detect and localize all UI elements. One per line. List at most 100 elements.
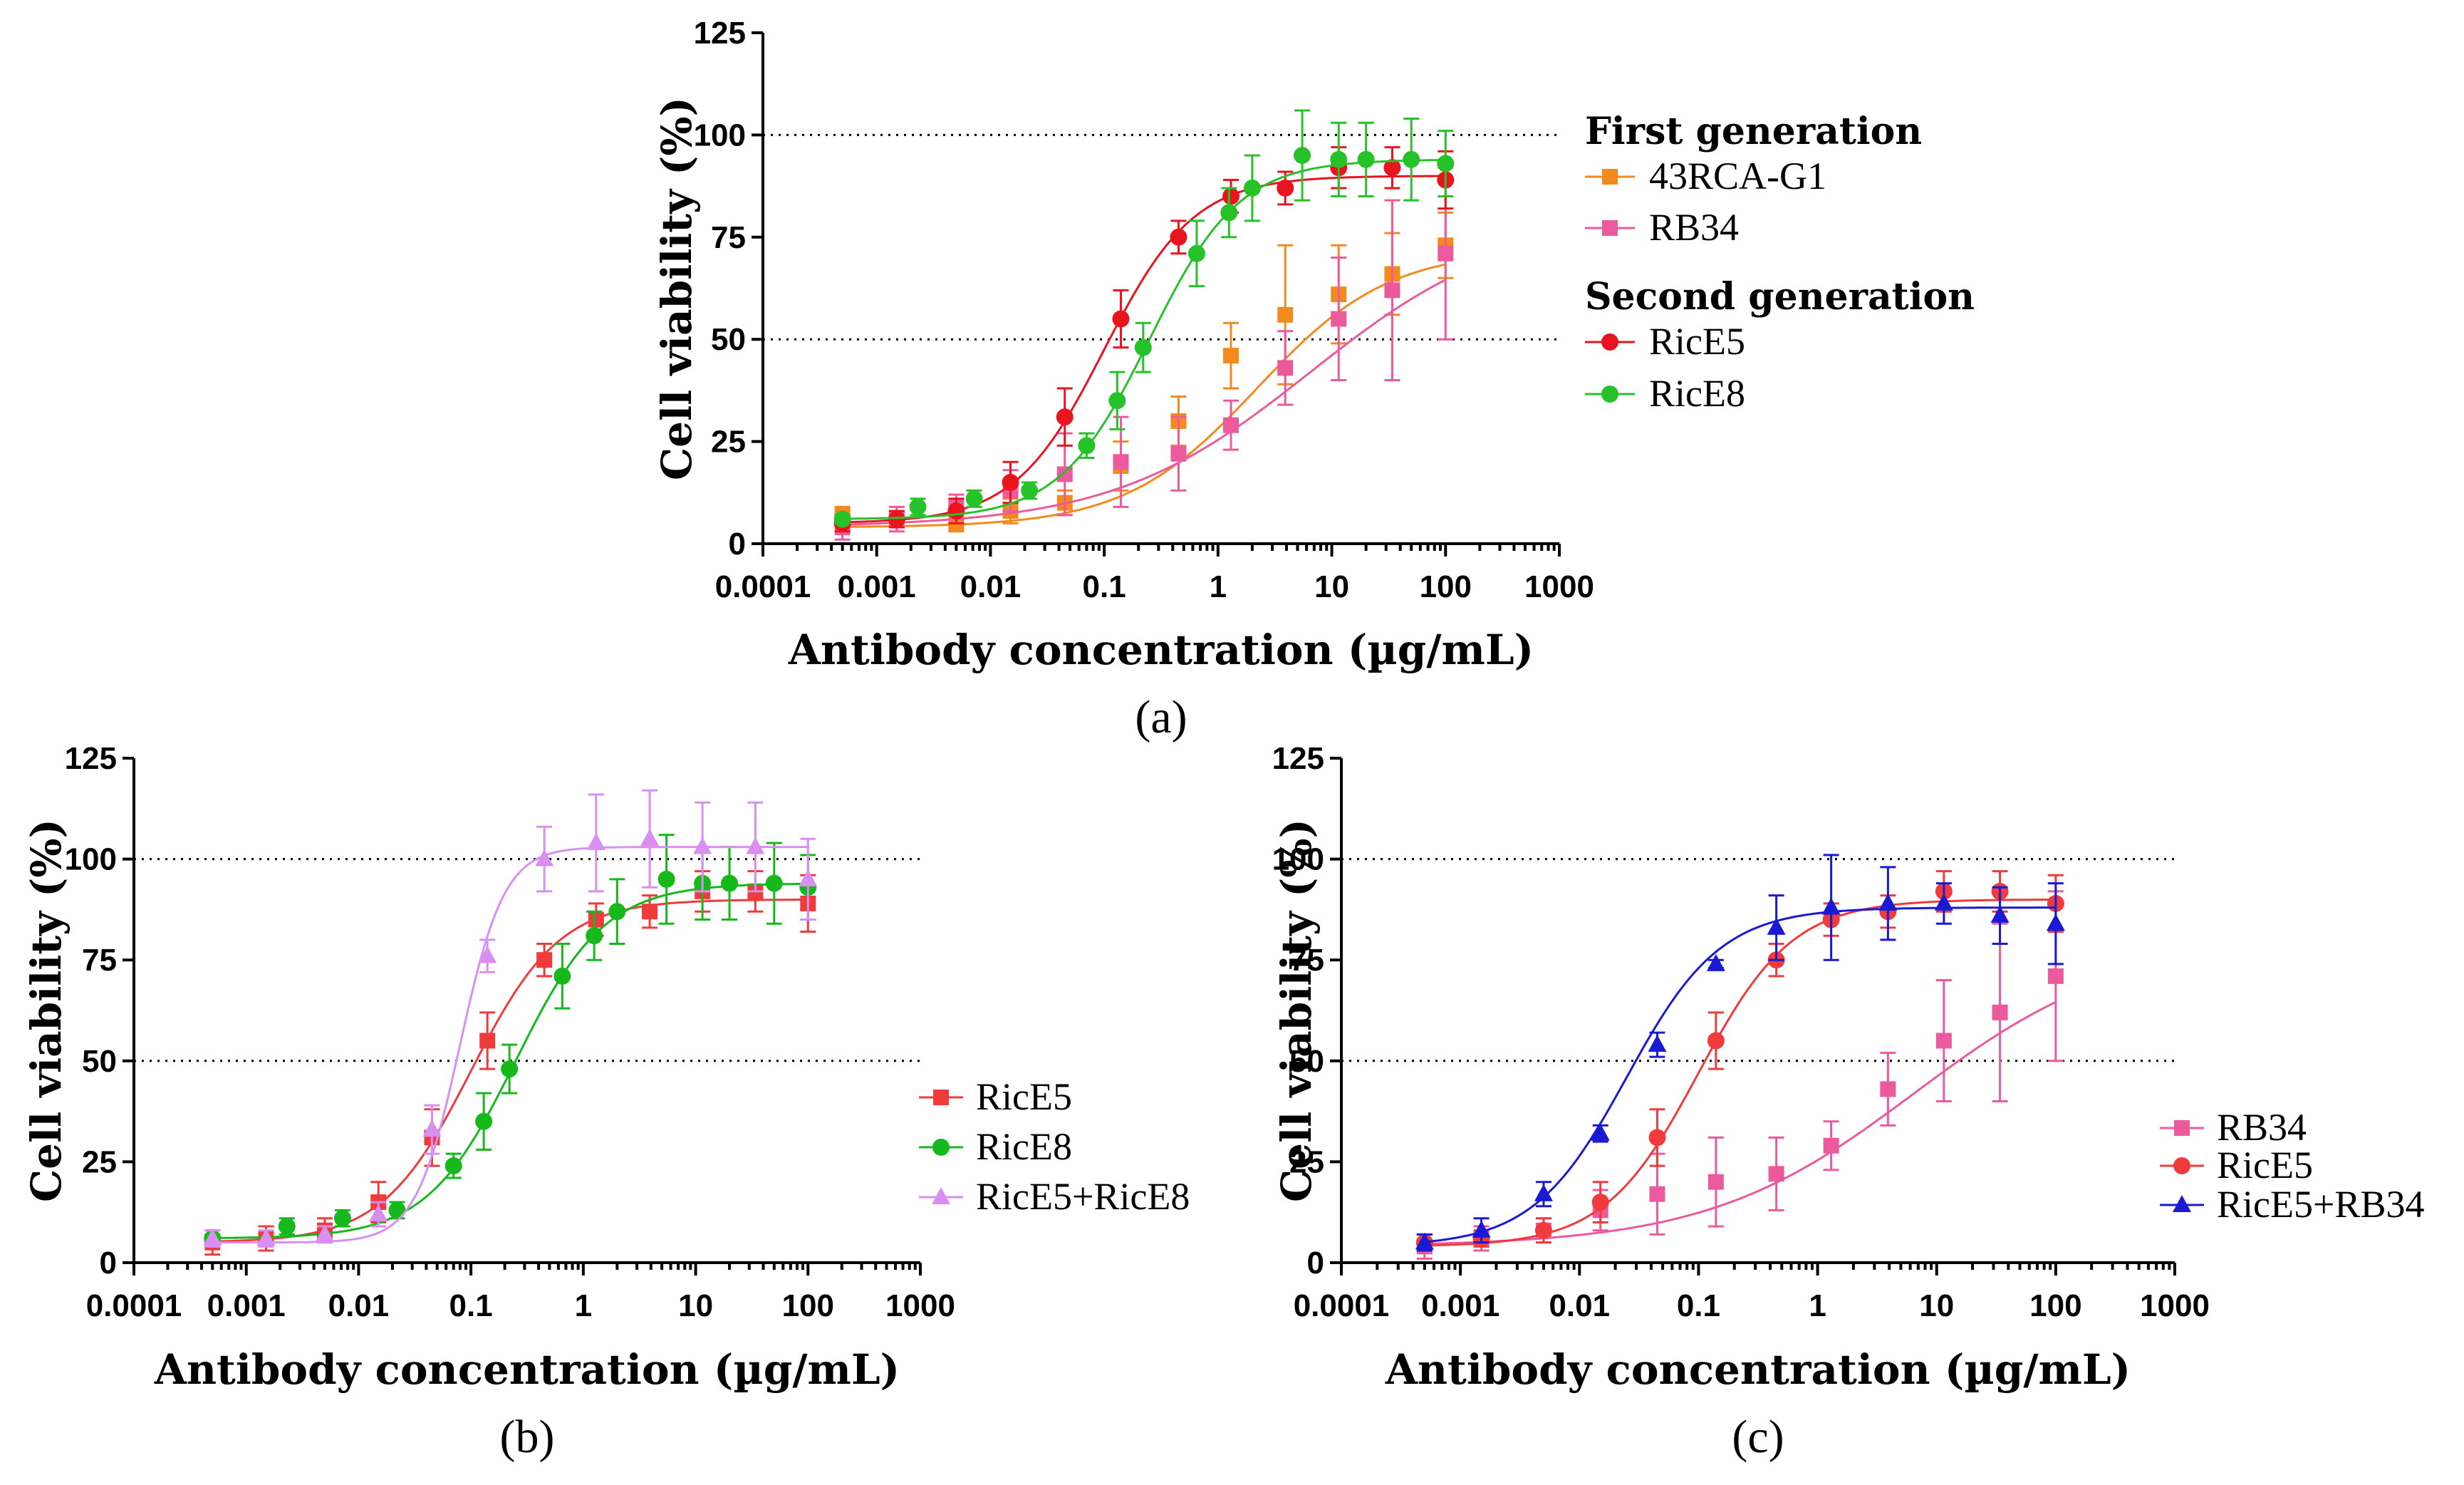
- data-point-RicE8: [553, 967, 571, 985]
- y-tick-label: 0: [1307, 1246, 1324, 1280]
- data-point-RicE8: [1330, 150, 1348, 168]
- data-point-RB34: [1056, 466, 1073, 482]
- data-point-RicE5: [947, 502, 965, 520]
- legend-group-heading: First generation: [1585, 110, 1922, 153]
- data-point-RicE5+RicE8: [478, 946, 497, 963]
- data-point-RicE5+RicE8: [203, 1228, 222, 1246]
- legend-swatch-marker: [2173, 1157, 2190, 1174]
- legend-entry-label: RicE5+RicE8: [976, 1175, 1190, 1218]
- y-tick-label: 25: [711, 425, 746, 460]
- data-point-RicE5+RB34: [1415, 1232, 1434, 1250]
- y-tick-label: 25: [82, 1144, 117, 1179]
- legend-swatch-marker: [1602, 220, 1618, 236]
- data-point-RicE8: [1078, 437, 1096, 455]
- x-tick-label: 1000: [2140, 1288, 2210, 1323]
- x-axis-title: Antibody concentration (µg/mL): [788, 626, 1534, 674]
- data-point-RicE5+RicE8: [422, 1119, 442, 1137]
- data-point-RB34: [2047, 968, 2064, 984]
- x-tick-label: 0.0001: [86, 1288, 182, 1323]
- x-tick-label: 0.0001: [715, 569, 811, 604]
- data-point-RicE5+RicE8: [369, 1204, 388, 1222]
- x-tick-label: 0.001: [838, 569, 916, 604]
- y-tick-label: 0: [100, 1246, 117, 1280]
- legend-entry-label: 43RCA-G1: [1649, 155, 1826, 197]
- y-tick-label: 100: [1272, 842, 1324, 877]
- x-tick-label: 1000: [885, 1288, 955, 1323]
- legend-swatch-marker: [2173, 1195, 2191, 1212]
- data-point-RB34: [1768, 1166, 1784, 1182]
- y-tick-label: 75: [711, 220, 746, 255]
- y-tick-label: 50: [1289, 1044, 1324, 1079]
- data-point-RicE5+RB34: [1767, 917, 1786, 935]
- x-tick-label: 0.1: [1083, 569, 1126, 604]
- data-point-RicE8: [1021, 482, 1039, 500]
- data-point-RB34: [1438, 245, 1454, 262]
- legend-entry-label: RicE5: [2217, 1144, 2313, 1186]
- legend-swatch-marker: [1601, 386, 1618, 403]
- x-tick-label: 100: [2029, 1288, 2081, 1323]
- data-point-RB34: [1223, 417, 1239, 433]
- data-point-RicE8: [501, 1060, 519, 1078]
- data-point-RicE8: [721, 874, 739, 892]
- legend-swatch-marker: [1602, 169, 1618, 185]
- x-tick-label: 0.0001: [1294, 1288, 1390, 1323]
- y-axis-title: Cell viability (%): [22, 819, 71, 1202]
- data-point-RicE5: [1112, 310, 1130, 328]
- data-point-RB34: [1384, 282, 1400, 299]
- data-point-RicE8: [657, 870, 675, 888]
- legend-entry-label: RicE5: [1649, 320, 1745, 363]
- data-point-RicE5+RB34: [1990, 905, 2010, 923]
- fit-curve-RicE5: [212, 899, 809, 1243]
- fit-curve-43RCA-G1: [842, 263, 1446, 528]
- panel-label: (c): [1732, 1411, 1784, 1463]
- x-tick-label: 1000: [1524, 569, 1594, 604]
- data-point-RB34: [1113, 454, 1129, 470]
- data-point-RicE5+RB34: [1934, 893, 1953, 911]
- fit-curve-RicE5+RB34: [1424, 906, 2056, 1243]
- data-point-RicE5+RicE8: [746, 837, 765, 854]
- data-point-RB34: [1707, 1174, 1724, 1190]
- data-point-RicE5: [1222, 187, 1240, 205]
- data-point-RicE5+RB34: [1878, 893, 1898, 911]
- data-point-RB34: [1331, 311, 1347, 327]
- data-point-RicE5+RB34: [1591, 1123, 1610, 1141]
- data-point-RicE5+RB34: [1472, 1220, 1491, 1238]
- chart-panel-2: 0 25 50 75 100 125 0.0001 0.001 0.01 0.1 1 10 100 100…: [1272, 741, 2425, 1463]
- data-point-RicE8: [965, 490, 983, 507]
- data-point-RicE5: [1383, 159, 1401, 177]
- data-point-RicE8: [1403, 150, 1420, 168]
- data-point-RicE8: [475, 1112, 493, 1130]
- y-tick-label: 100: [694, 118, 746, 152]
- x-tick-label: 0.01: [328, 1288, 390, 1323]
- fit-curve-RB34: [842, 279, 1446, 526]
- y-tick-label: 75: [1289, 943, 1324, 978]
- legend-entry-label: RB34: [1649, 206, 1739, 249]
- data-point-RB34: [1823, 1137, 1839, 1154]
- data-point-RicE5: [479, 1033, 496, 1049]
- x-tick-label: 10: [1919, 1288, 1954, 1323]
- data-point-43RCA-G1: [1223, 348, 1239, 364]
- y-tick-label: 125: [694, 16, 746, 51]
- data-point-RicE5+RB34: [1821, 897, 1841, 915]
- x-tick-label: 0.1: [449, 1288, 493, 1323]
- data-point-RB34: [1170, 445, 1187, 462]
- y-tick-label: 50: [711, 322, 746, 357]
- data-point-RicE8: [445, 1157, 462, 1175]
- data-point-RicE8: [1220, 204, 1238, 222]
- legend-entry-label: RicE8: [1649, 372, 1745, 415]
- data-point-RicE5+RB34: [2046, 914, 2065, 931]
- legend-entry-label: RB34: [2217, 1106, 2307, 1149]
- y-axis-title: Cell viability (%): [1272, 819, 1321, 1202]
- data-point-RicE5+RicE8: [256, 1228, 276, 1246]
- legend-entry-label: RicE8: [976, 1125, 1072, 1168]
- data-point-RicE8: [1243, 179, 1261, 197]
- legend-swatch-marker: [932, 1139, 950, 1156]
- x-axis-title: Antibody concentration (µg/mL): [1385, 1345, 2131, 1394]
- legend-swatch-marker: [2174, 1120, 2190, 1136]
- y-tick-label: 125: [1272, 741, 1324, 776]
- data-point-RicE5+RicE8: [640, 829, 660, 847]
- panel-label: (b): [500, 1411, 555, 1463]
- y-tick-label: 125: [65, 741, 117, 776]
- data-point-RicE5+RicE8: [586, 832, 605, 850]
- data-point-RicE5: [1591, 1194, 1609, 1211]
